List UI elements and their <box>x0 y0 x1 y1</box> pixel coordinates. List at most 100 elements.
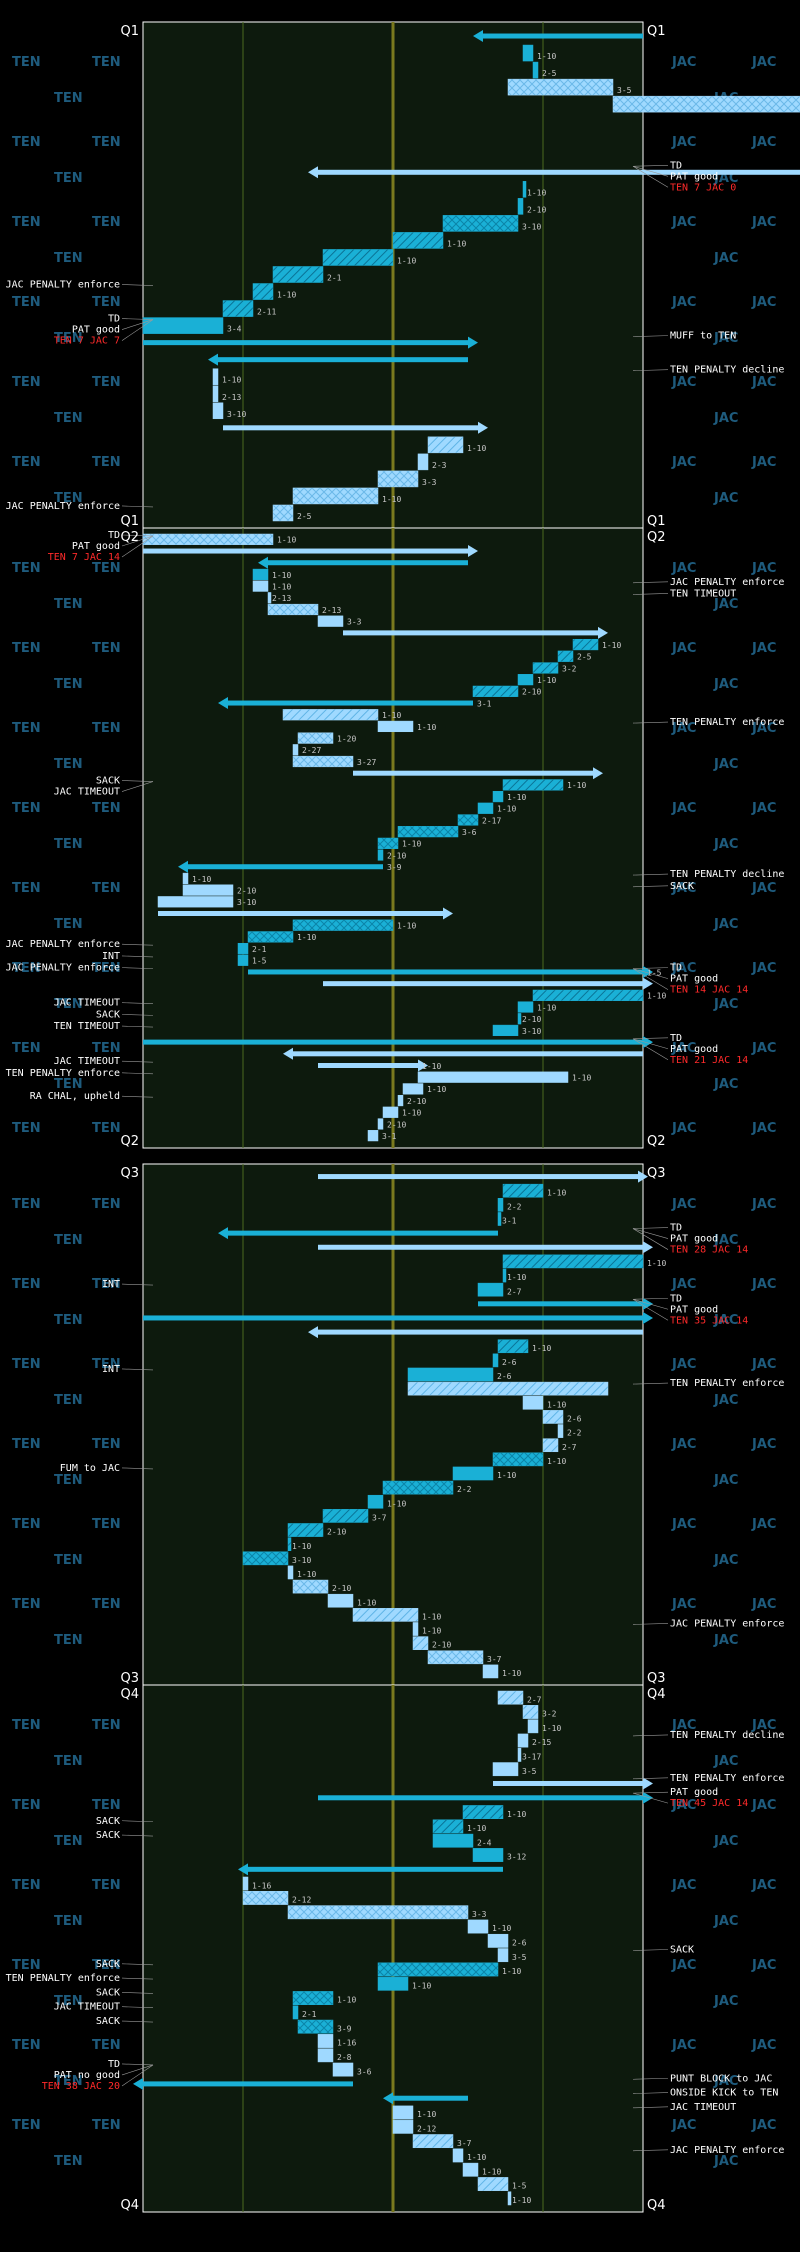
team-watermark: TEN <box>92 1517 121 1532</box>
quarter-label: Q3 <box>647 1166 666 1181</box>
event-leader <box>632 1038 669 1061</box>
down-distance-label: 3-1 <box>477 699 492 708</box>
event-leader <box>121 319 154 341</box>
team-watermark: TEN <box>54 1994 83 2009</box>
team-watermark: TEN <box>54 757 83 772</box>
team-watermark: JAC <box>671 1197 696 1212</box>
play-arrow <box>493 1780 643 1786</box>
play-bar <box>242 1551 289 1566</box>
event-label: TD <box>108 530 120 541</box>
play-bar <box>317 2034 334 2048</box>
down-distance-label: 1-10 <box>647 992 666 1001</box>
play-bar <box>517 1733 529 1748</box>
play-bar <box>507 78 614 96</box>
play-bar <box>427 1650 484 1665</box>
team-watermark: JAC <box>751 1197 776 1212</box>
play-arrow <box>393 2095 468 2101</box>
event-leader <box>121 967 154 969</box>
team-watermark: TEN <box>54 1393 83 1408</box>
event-label: SACK <box>96 1987 120 1998</box>
quarter-label: Q2 <box>647 1134 666 1149</box>
team-watermark: TEN <box>92 881 121 896</box>
down-distance-label: 1-10 <box>357 1598 376 1607</box>
play-bar <box>287 1523 324 1537</box>
play-bar <box>472 1848 504 1862</box>
down-distance-label: 1-10 <box>542 1724 561 1733</box>
event-leader <box>121 781 154 792</box>
down-distance-label: 1-10 <box>422 1612 441 1621</box>
down-distance-label: 2-6 <box>497 1372 512 1381</box>
team-watermark: JAC <box>751 1277 776 1292</box>
team-watermark: JAC <box>751 1041 776 1056</box>
event-label: TEN PENALTY enforce <box>670 1378 784 1389</box>
down-distance-label: 1-10 <box>272 582 291 591</box>
event-label: MUFF to TEN <box>670 331 736 342</box>
team-watermark: TEN <box>92 2038 121 2053</box>
play-bar <box>142 317 224 334</box>
quarter-label: Q4 <box>647 1687 666 1702</box>
down-distance-label: 2-11 <box>257 308 276 317</box>
team-watermark: TEN <box>92 135 121 150</box>
play-bar <box>472 685 519 697</box>
event-label: JAC TIMEOUT <box>54 998 120 1009</box>
play-bar <box>497 1212 502 1226</box>
play-arrow <box>343 630 598 636</box>
down-distance-label: 3-5 <box>512 1953 527 1962</box>
event-leader <box>121 505 154 508</box>
team-watermark: JAC <box>713 1077 738 1092</box>
down-distance-label: 1-10 <box>222 376 241 385</box>
team-watermark: TEN <box>92 55 121 70</box>
down-distance-label: 1-10 <box>297 933 316 942</box>
play-bar <box>482 1664 499 1679</box>
event-label: TEN TIMEOUT <box>54 1021 120 1032</box>
play-bar <box>292 1991 334 2005</box>
team-watermark: TEN <box>12 1357 41 1372</box>
play-bar <box>522 1395 544 1410</box>
team-watermark: TEN <box>12 135 41 150</box>
down-distance-label: 1-10 <box>547 1400 566 1409</box>
play-arrow <box>143 1039 643 1045</box>
play-arrowhead <box>238 1863 248 1876</box>
team-watermark: TEN <box>12 375 41 390</box>
down-distance-label: 1-10 <box>297 1570 316 1579</box>
event-leader <box>632 873 669 876</box>
play-bar <box>212 385 219 403</box>
event-label: SACK <box>670 1945 694 1956</box>
play-bar <box>182 872 189 885</box>
play-bar <box>157 896 234 908</box>
down-distance-label: 2-10 <box>387 851 406 860</box>
play-arrow <box>218 357 468 363</box>
play-bar <box>427 436 464 454</box>
team-watermark: JAC <box>751 2038 776 2053</box>
play-bar <box>492 1024 519 1037</box>
event-leader <box>632 1791 669 1794</box>
event-leader <box>632 721 669 724</box>
play-bar <box>222 300 254 317</box>
event-leader <box>121 1014 154 1016</box>
team-watermark: JAC <box>713 2074 738 2089</box>
play-bar <box>267 603 319 616</box>
team-watermark: JAC <box>671 881 696 896</box>
team-watermark: TEN <box>12 1958 41 1973</box>
team-watermark: TEN <box>12 295 41 310</box>
play-bar <box>502 1254 644 1269</box>
event-label: TD <box>670 1223 682 1234</box>
event-label: JAC PENALTY enforce <box>670 2145 784 2156</box>
team-watermark: JAC <box>713 1313 738 1328</box>
event-leader <box>632 593 669 595</box>
score-label: TEN 38 JAC 20 <box>42 2081 120 2092</box>
play-bar <box>332 2062 354 2077</box>
team-watermark: JAC <box>671 295 696 310</box>
event-leader <box>632 165 669 177</box>
play-bar <box>487 1933 509 1948</box>
team-watermark: JAC <box>751 961 776 976</box>
team-watermark: JAC <box>751 55 776 70</box>
play-bar <box>272 266 324 283</box>
play-bar <box>242 1891 289 1905</box>
event-label: SACK <box>96 776 120 787</box>
team-watermark: JAC <box>671 1517 696 1532</box>
team-watermark: JAC <box>713 251 738 266</box>
play-bar <box>327 1593 354 1608</box>
team-watermark: JAC <box>713 1994 738 2009</box>
play-bar <box>392 2105 414 2120</box>
